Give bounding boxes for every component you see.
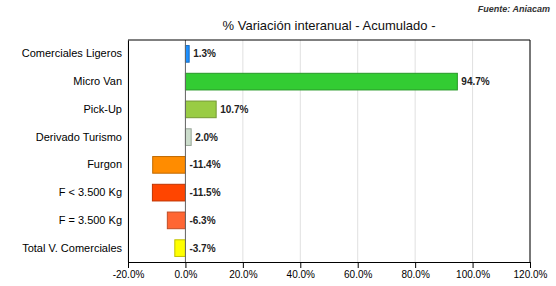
data-label: 10.7% (220, 104, 248, 115)
frame-top (128, 40, 530, 41)
y-tick: Total V. Comerciales (22, 242, 128, 254)
y-tick: Micro Van (73, 75, 128, 87)
chart: -20.0% 0.0% 20.0% 40.0% 60.0% 80.0% 100.0% 120.… (0, 0, 556, 286)
plot: -20.0% 0.0% 20.0% 40.0% 60.0% 80.0% 100.0% 120.… (22, 40, 548, 280)
bar (167, 212, 185, 229)
x-tick: 120.0% (514, 262, 548, 280)
x-tick: 20.0% (229, 262, 257, 280)
x-axis-line (129, 263, 531, 269)
bar (175, 240, 186, 257)
x-tick: 100.0% (456, 262, 490, 280)
bar (153, 157, 186, 174)
grid-line (128, 40, 129, 262)
y-axis: Comerciales Ligeros Micro Van Pick-Up Deriv… (22, 41, 129, 263)
x-tick-label: 60.0% (344, 269, 372, 280)
x-tick-mark (185, 262, 186, 268)
bar (185, 73, 457, 90)
y-tick-label: Pick-Up (83, 103, 122, 115)
zero-line (185, 40, 186, 262)
x-tick: 40.0% (287, 262, 315, 280)
bar (185, 129, 191, 146)
y-tick-label: Furgon (87, 158, 122, 170)
x-tick: 0.0% (175, 262, 198, 280)
grid (128, 40, 530, 262)
y-tick: Pick-Up (83, 103, 128, 115)
x-tick: 60.0% (344, 262, 372, 280)
x-tick-mark (300, 262, 301, 268)
data-label: 1.3% (193, 48, 216, 59)
x-tick-mark (358, 262, 359, 268)
x-tick: 80.0% (401, 262, 429, 280)
frame-right (530, 40, 531, 262)
grid-line (530, 40, 531, 262)
grid-line (472, 40, 473, 262)
data-label: -11.4% (189, 159, 220, 170)
x-tick-mark (128, 262, 129, 268)
data-label: 94.7% (461, 76, 489, 87)
x-axis: -20.0% 0.0% 20.0% 40.0% 60.0% 80.0% 100.0% 120.… (113, 262, 548, 280)
grid-line (185, 40, 186, 262)
bar (185, 46, 189, 63)
y-axis-line (128, 41, 129, 263)
x-tick-mark (530, 262, 531, 268)
y-tick: F < 3.500 Kg (59, 186, 128, 198)
y-tick: Derivado Turismo (36, 131, 128, 143)
y-tick: F = 3.500 Kg (59, 214, 128, 226)
bar (152, 184, 185, 201)
x-tick-label: 40.0% (287, 269, 315, 280)
x-tick-label: 120.0% (514, 269, 548, 280)
bar (185, 101, 216, 118)
y-tick-label: Comerciales Ligeros (22, 47, 123, 59)
x-tick-mark (243, 262, 244, 268)
y-tick-label: F < 3.500 Kg (59, 186, 122, 198)
x-tick-label: -20.0% (113, 269, 145, 280)
data-label: -11.5% (189, 187, 220, 198)
y-tick: Furgon (87, 158, 128, 170)
x-tick-label: 20.0% (229, 269, 257, 280)
data-label: 2.0% (195, 132, 218, 143)
annotation: Fuente: Aniacam (478, 4, 550, 14)
y-tick: Comerciales Ligeros (22, 47, 128, 59)
title: % Variación interanual - Acumulado - (223, 18, 436, 33)
y-tick-label: Total V. Comerciales (22, 242, 122, 254)
data-labels: 1.3% 94.7% 10.7% 2.0% -11.4% -11.5% -6.3% -3.7% (189, 48, 489, 253)
x-tick-label: 0.0% (175, 269, 198, 280)
x-tick-label: 80.0% (401, 269, 429, 280)
data-label: -3.7% (189, 243, 215, 254)
x-tick-label: 100.0% (456, 269, 490, 280)
x-tick-mark (415, 262, 416, 268)
x-tick-mark (473, 262, 474, 268)
bars (152, 46, 457, 257)
y-tick-label: F = 3.500 Kg (59, 214, 122, 226)
x-tick: -20.0% (113, 262, 145, 280)
y-tick-label: Micro Van (73, 75, 122, 87)
data-label: -6.3% (189, 215, 215, 226)
y-tick-label: Derivado Turismo (36, 131, 122, 143)
